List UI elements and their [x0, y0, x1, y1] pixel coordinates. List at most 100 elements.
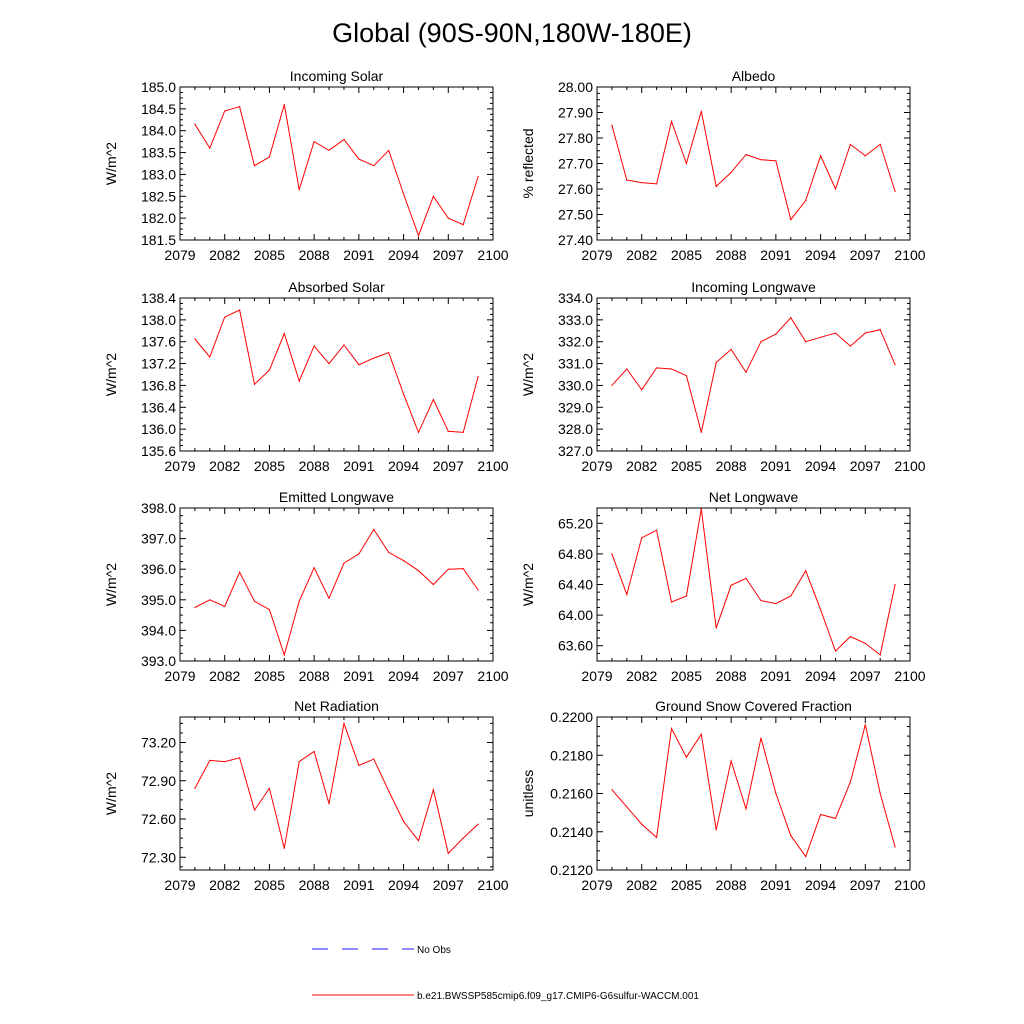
data-point — [343, 138, 345, 141]
y-tick-label: 138.0 — [141, 312, 176, 328]
data-point — [790, 317, 792, 319]
data-point — [641, 182, 643, 184]
y-tick-label: 183.5 — [141, 145, 176, 161]
data-point — [670, 368, 673, 370]
data-point — [343, 562, 345, 564]
data-point — [462, 837, 464, 839]
x-tick-label: 2091 — [343, 458, 374, 474]
y-tick-label: 327.0 — [558, 443, 593, 459]
x-tick-label: 2097 — [433, 458, 464, 474]
y-tick-label: 0.2140 — [550, 824, 593, 840]
data-point — [298, 189, 300, 191]
data-point — [239, 757, 241, 759]
x-tick-label: 2079 — [164, 668, 195, 684]
data-point — [402, 193, 405, 195]
data-point — [283, 654, 285, 656]
x-tick-label: 2079 — [581, 877, 612, 893]
data-point — [194, 338, 196, 340]
series-line — [611, 111, 896, 221]
data-point — [432, 583, 434, 586]
data-point — [402, 393, 405, 395]
y-tick-label: 137.6 — [141, 334, 176, 350]
data-point — [268, 608, 271, 611]
data-point — [328, 362, 330, 365]
y-tick-label: 27.90 — [558, 105, 593, 121]
y-tick-label: 393.0 — [141, 653, 176, 669]
plot-frame — [179, 507, 494, 662]
data-point — [805, 341, 807, 343]
data-point — [656, 183, 658, 185]
panel-title: Incoming Longwave — [691, 279, 816, 295]
y-tick-label: 72.90 — [141, 773, 176, 789]
data-point — [283, 332, 285, 335]
chart-panel-5: Emitted Longwave W/m^2 2079 2082 2085 2088 209… — [103, 489, 509, 684]
data-point — [775, 603, 777, 605]
data-point — [239, 106, 241, 108]
data-point — [894, 364, 896, 366]
x-tick-label: 2094 — [805, 247, 836, 263]
data-point — [730, 171, 732, 174]
data-point — [864, 332, 866, 334]
data-point — [641, 389, 643, 391]
y-tick-label: 73.20 — [141, 735, 176, 751]
data-point — [388, 551, 390, 553]
data-point — [715, 829, 717, 831]
y-tick-label: 182.5 — [141, 188, 176, 204]
data-point — [790, 834, 792, 837]
panel-title: Ground Snow Covered Fraction — [655, 698, 852, 714]
y-tick-label: 27.60 — [558, 181, 593, 197]
plot-frame — [596, 507, 911, 662]
y-tick-label: 27.50 — [558, 207, 593, 223]
x-tick-label: 2082 — [209, 877, 240, 893]
data-point — [283, 847, 285, 849]
y-tick-label: 27.70 — [558, 156, 593, 172]
data-point — [834, 650, 837, 652]
y-tick-label: 0.2160 — [550, 786, 593, 802]
plot-frame — [179, 716, 494, 871]
data-point — [253, 809, 256, 811]
data-point — [417, 431, 420, 434]
data-point — [224, 316, 226, 318]
series-line — [194, 528, 479, 657]
data-point — [253, 165, 256, 167]
data-point — [477, 376, 479, 378]
data-point — [819, 155, 822, 157]
chart-panel-1: Incoming Solar W/m^2 2079 2082 2085 2088 2091 2… — [103, 68, 509, 263]
data-point — [239, 309, 241, 311]
data-point — [298, 380, 300, 382]
x-tick-label: 2088 — [716, 877, 747, 893]
y-axis-label: W/m^2 — [520, 353, 536, 396]
x-tick-label: 2094 — [388, 668, 419, 684]
chart-panel-7: Net Radiation W/m^2 2079 2082 2085 2088 2091 20… — [103, 698, 509, 893]
data-point — [611, 789, 613, 791]
x-tick-label: 2088 — [299, 668, 330, 684]
data-point — [790, 595, 792, 597]
data-point — [283, 103, 285, 106]
y-axis-label: unitless — [520, 770, 536, 817]
x-tick-label: 2100 — [894, 877, 925, 893]
y-tick-label: 185.0 — [141, 79, 176, 95]
chart-panel-6: Net Longwave W/m^2 2079 2082 2085 2088 2091 209… — [520, 489, 926, 684]
panel-title: Albedo — [732, 68, 776, 84]
x-tick-label: 2100 — [477, 458, 508, 474]
data-point — [760, 159, 762, 161]
x-tick-label: 2082 — [209, 668, 240, 684]
x-tick-label: 2100 — [894, 247, 925, 263]
x-tick-label: 2091 — [760, 458, 791, 474]
panels: Incoming Solar W/m^2 2079 2082 2085 2088 2091 2… — [103, 68, 926, 893]
y-tick-label: 27.40 — [558, 232, 593, 248]
panel-title: Absorbed Solar — [288, 279, 385, 295]
data-point — [760, 737, 762, 739]
x-tick-label: 2094 — [388, 458, 419, 474]
data-point — [626, 593, 628, 596]
data-point — [894, 190, 896, 193]
data-point — [432, 399, 434, 401]
y-tick-label: 138.4 — [141, 290, 176, 306]
data-point — [343, 722, 345, 724]
data-point — [879, 654, 881, 656]
data-point — [447, 217, 449, 219]
data-point — [819, 813, 822, 816]
data-point — [328, 803, 330, 805]
chart-panel-2: Albedo % reflected 2079 2082 2085 2088 2091 209… — [520, 68, 926, 263]
data-point — [224, 761, 226, 763]
